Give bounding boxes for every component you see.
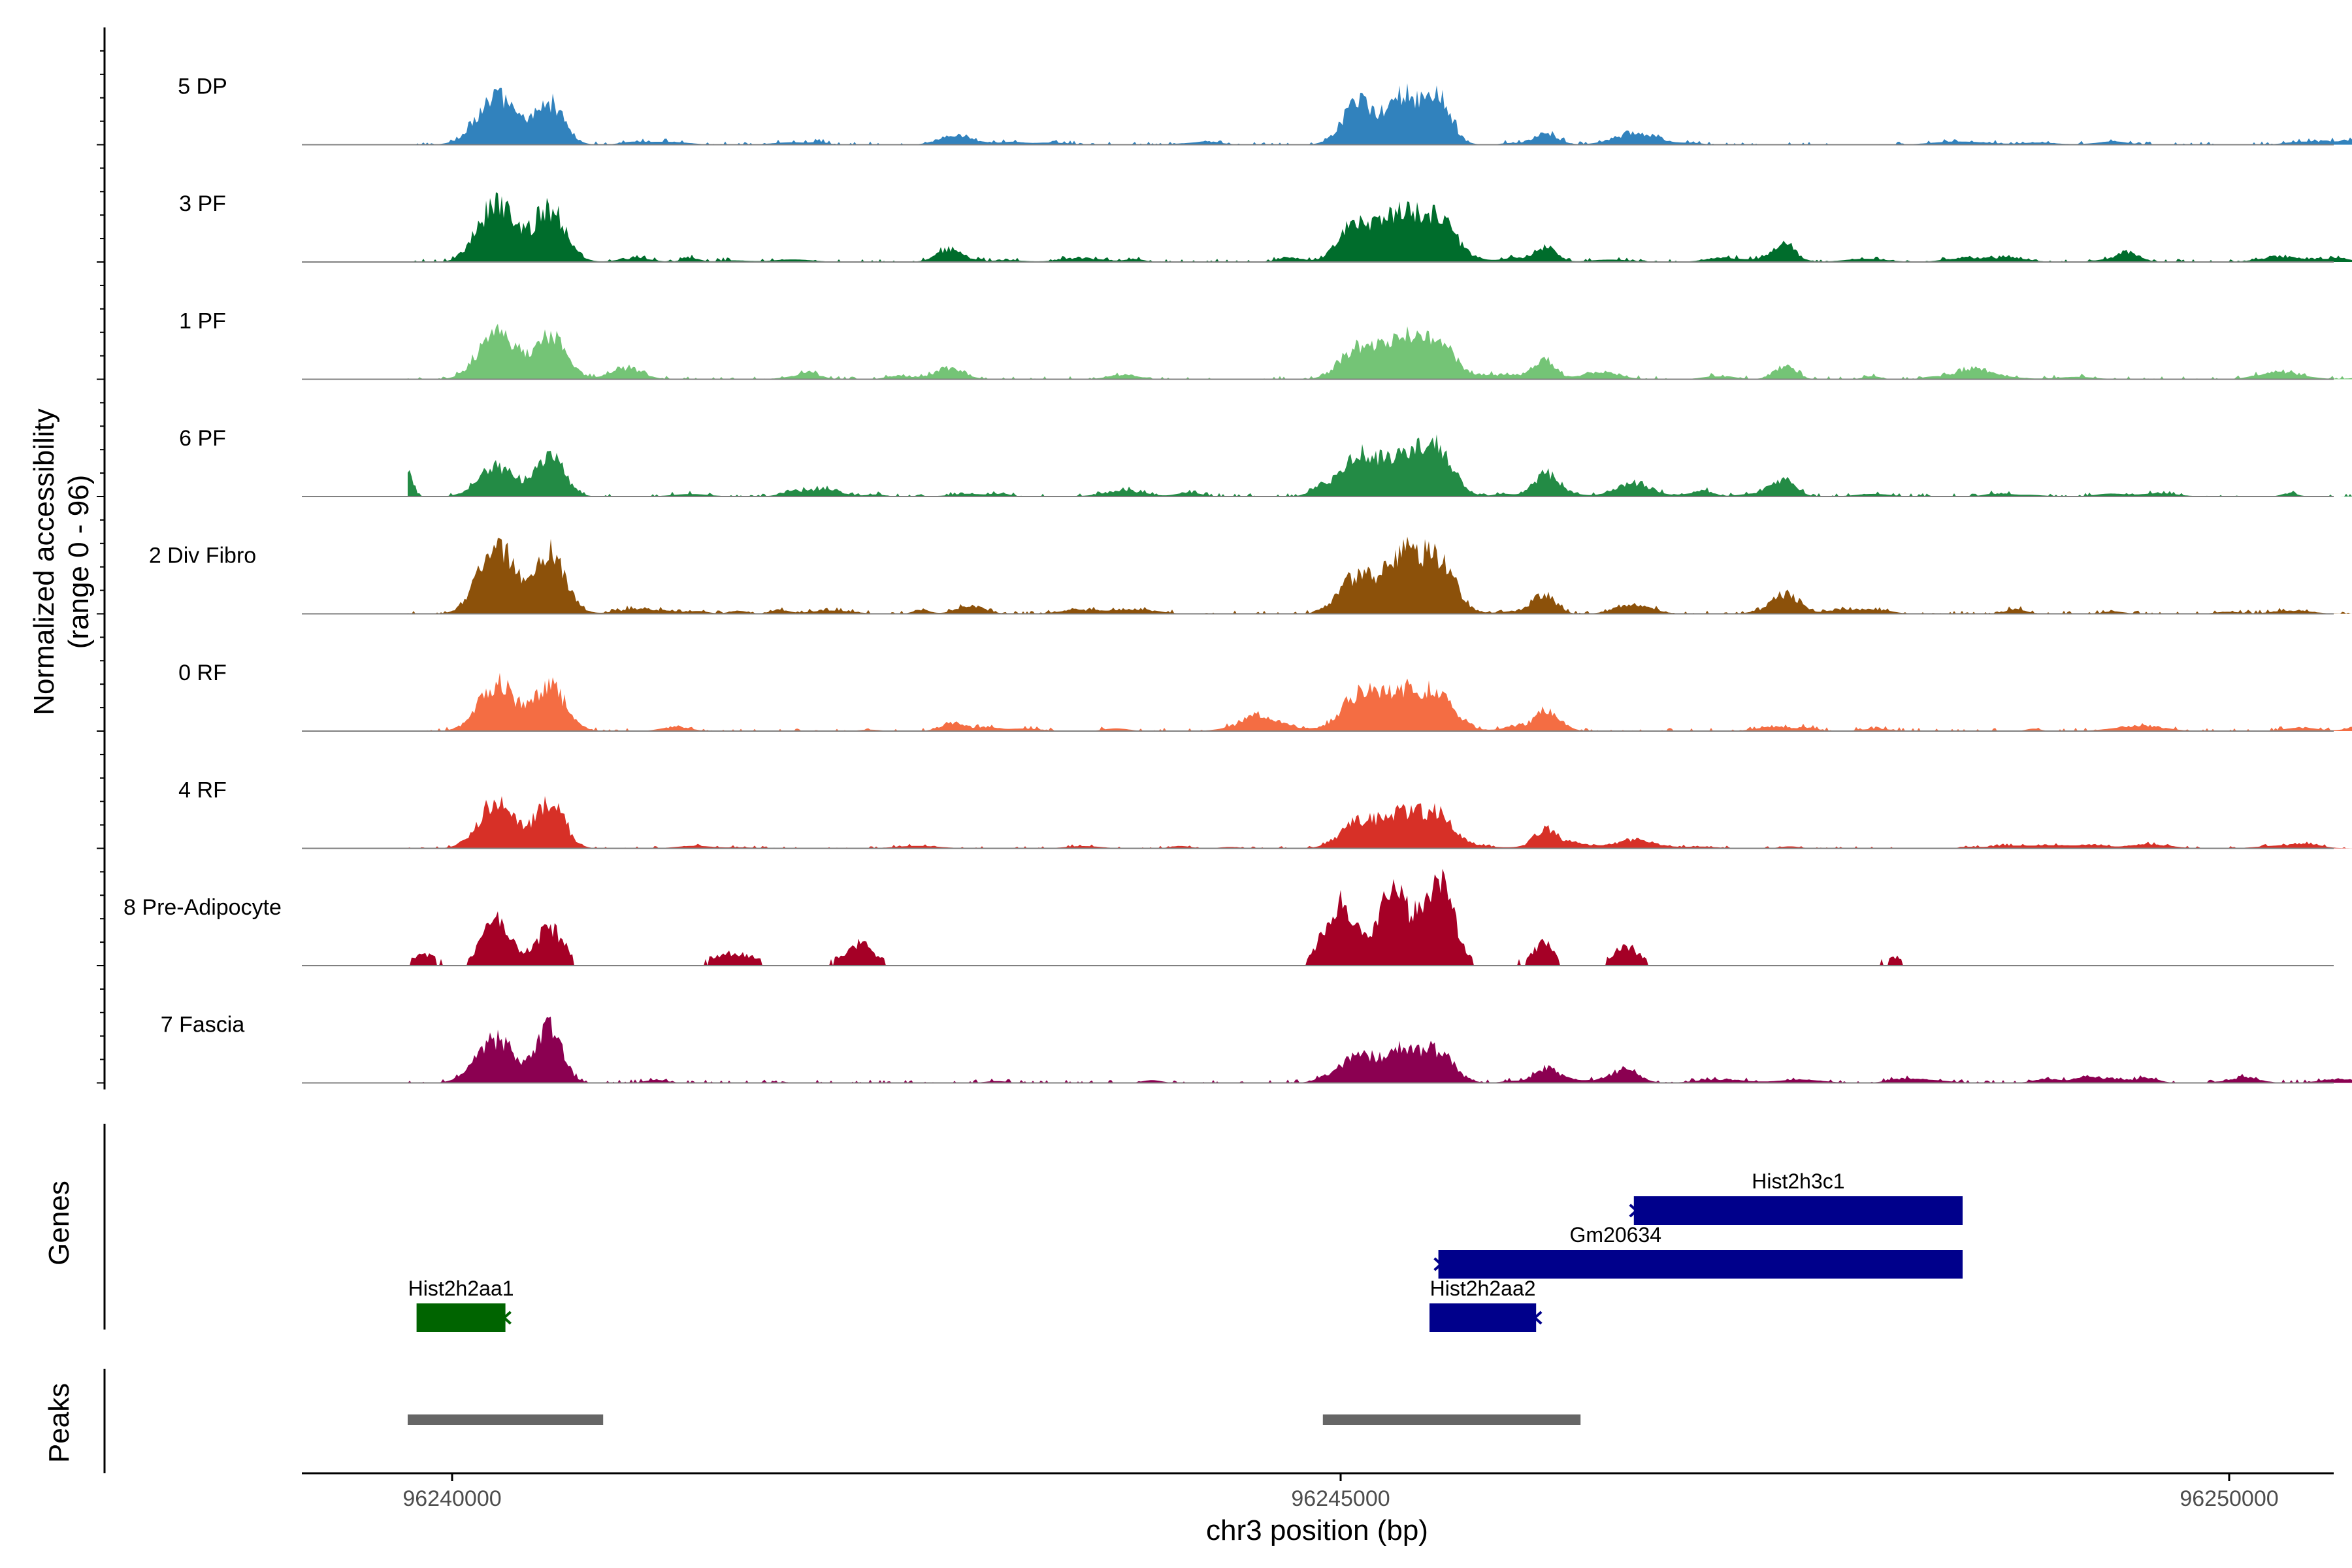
- accessibility-tracks: 5 DP 3 PF 1 PF 6 PF 2 Div Fibro 0 RF 4 RF 8 Pre…: [123, 74, 2352, 1084]
- gene-hist2h3c1: Hist2h3c1: [1629, 1169, 1963, 1225]
- coverage-area: [408, 192, 2352, 262]
- track-label: 2 Div Fibro: [149, 544, 256, 568]
- x-axis: 96240000 96245000 96250000: [302, 1472, 2334, 1511]
- track-3-pf: 3 PF: [179, 191, 2352, 263]
- gene-body: [1429, 1303, 1537, 1332]
- coverage-area: [408, 434, 2352, 497]
- peak-region: [408, 1414, 604, 1425]
- track-label: 3 PF: [179, 191, 226, 216]
- gene-label: Hist2h2aa2: [1430, 1277, 1536, 1300]
- y-axis-label: Normalized accessibility: [28, 408, 60, 715]
- coverage-area: [408, 796, 2352, 849]
- gene-body: [1633, 1196, 1963, 1225]
- track-label: 4 RF: [178, 778, 227, 803]
- track-label: 6 PF: [179, 426, 226, 451]
- gene-label: Hist2h2aa1: [408, 1277, 514, 1300]
- track-6-pf: 6 PF: [179, 426, 2352, 497]
- track-2-div-fibro: 2 Div Fibro: [149, 536, 2352, 615]
- gene-hist2h2aa1: Hist2h2aa1: [408, 1277, 514, 1332]
- x-tick-label: 96240000: [402, 1486, 501, 1511]
- track-1-pf: 1 PF: [179, 309, 2352, 380]
- track-label: 7 Fascia: [161, 1013, 245, 1037]
- y-axis-accessibility: [97, 27, 106, 1090]
- track-label: 1 PF: [179, 309, 226, 334]
- track-7-fascia: 7 Fascia: [161, 1013, 2352, 1084]
- peak-region: [1322, 1414, 1581, 1425]
- track-8-pre-adipocyte: 8 Pre-Adipocyte: [123, 868, 2352, 966]
- gene-label: Hist2h3c1: [1752, 1169, 1844, 1193]
- gene-gm20634: Gm20634: [1433, 1223, 1963, 1279]
- strand-arrow-icon: [1629, 1203, 1639, 1218]
- coverage-area: [408, 868, 2352, 966]
- y-axis-label-range: (range 0 - 96): [63, 475, 95, 649]
- coverage-area: [408, 536, 2352, 614]
- gene-body: [1438, 1250, 1963, 1279]
- x-tick-label: 96250000: [2180, 1486, 2278, 1511]
- strand-arrow-icon: [1433, 1257, 1443, 1271]
- strand-arrow-icon: [1533, 1311, 1543, 1325]
- track-label: 5 DP: [178, 74, 227, 99]
- coverage-area: [408, 1017, 2352, 1083]
- track-5-dp: 5 DP: [178, 74, 2352, 146]
- strand-arrow-icon: [502, 1311, 512, 1325]
- track-label: 0 RF: [178, 661, 227, 685]
- gene-label: Gm20634: [1570, 1223, 1662, 1247]
- x-axis-label: chr3 position (bp): [1206, 1514, 1428, 1546]
- genes-track-label: Genes: [43, 1181, 75, 1266]
- coverage-area: [408, 83, 2352, 145]
- genes-track: Hist2h3c1 Gm20634 Hist2h2aa1 Hist2h2aa2: [103, 1124, 1963, 1332]
- coverage-area: [408, 323, 2352, 380]
- coverage-area: [408, 672, 2352, 731]
- peaks-track-label: Peaks: [43, 1383, 75, 1463]
- gene-body: [416, 1303, 506, 1332]
- track-4-rf: 4 RF: [178, 778, 2352, 849]
- track-0-rf: 0 RF: [178, 661, 2352, 732]
- track-label: 8 Pre-Adipocyte: [123, 895, 282, 920]
- gene-hist2h2aa2: Hist2h2aa2: [1429, 1277, 1543, 1332]
- peaks-track: [103, 1369, 1581, 1473]
- x-tick-label: 96245000: [1291, 1486, 1390, 1511]
